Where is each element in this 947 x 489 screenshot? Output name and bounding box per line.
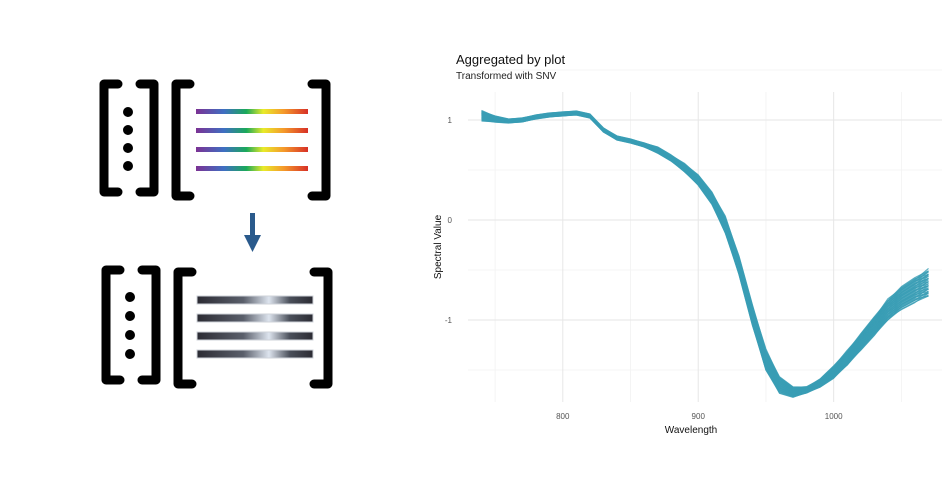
spectrum-series-line: [481, 113, 929, 395]
chart-ticks: 800 900 1000 1 0 -1: [445, 116, 843, 421]
spectrum-series-line: [481, 113, 929, 395]
spectrum-series-line: [481, 114, 929, 397]
spectrum-series-line: [481, 113, 929, 396]
spectrum-series-line: [481, 112, 929, 394]
bottom-spectra-matrix-bracket: [173, 267, 333, 389]
spectrum-series-line: [481, 114, 929, 397]
chart-series-group: [481, 109, 929, 398]
y-tick-label: 1: [448, 116, 453, 125]
y-tick-label: -1: [445, 316, 453, 325]
spectrum-series-line: [481, 113, 929, 395]
x-tick-label: 1000: [825, 412, 843, 421]
bottom-id-vector-bracket: [101, 265, 161, 385]
x-axis-label: Wavelength: [665, 425, 717, 436]
spectrum-series-line: [481, 114, 929, 398]
down-arrow-icon: [244, 213, 261, 252]
spectrum-series-line: [481, 113, 929, 395]
spectrum-series-line: [481, 114, 929, 397]
top-spectra-matrix-bracket: [171, 79, 331, 201]
spectrum-series-line: [481, 110, 929, 388]
y-axis-label: Spectral Value: [433, 214, 444, 279]
spectrum-series-line: [481, 112, 929, 393]
spectrum-series-line: [481, 113, 929, 396]
spectra-aggregation-diagram: [99, 79, 333, 389]
chart-title: Aggregated by plot: [456, 52, 566, 67]
x-tick-label: 900: [692, 412, 706, 421]
top-id-vector-bracket: [99, 79, 159, 197]
spectrum-series-line: [481, 113, 929, 396]
x-tick-label: 800: [556, 412, 570, 421]
spectrum-series-line: [481, 113, 929, 396]
spectrum-series-line: [481, 112, 929, 394]
y-tick-label: 0: [448, 216, 453, 225]
spectrum-series-line: [481, 113, 929, 397]
chart-grid: [468, 69, 942, 402]
chart-subtitle: Transformed with SNV: [456, 71, 557, 82]
spectrum-series-line: [481, 114, 929, 398]
spectrum-series-line: [481, 112, 929, 394]
spectrum-series-line: [481, 112, 929, 394]
